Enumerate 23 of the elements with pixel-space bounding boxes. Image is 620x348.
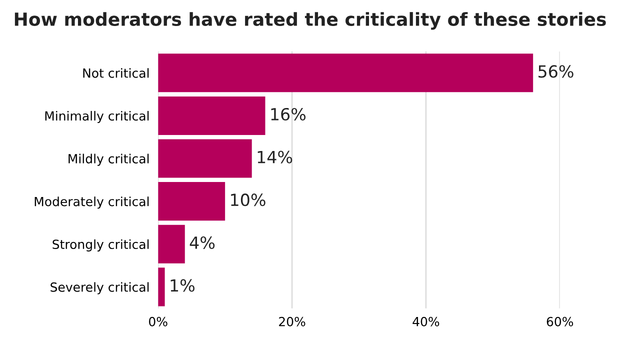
bar [158,224,185,264]
x-tick-label: 0% [149,316,168,326]
data-label: 16% [271,108,306,121]
x-tick-label: 20% [279,316,306,326]
y-tick-label: Severely critical [50,282,149,294]
data-label: 1% [170,279,194,292]
bar [158,268,165,306]
data-label: 4% [190,236,215,249]
y-tick-label: Not critical [83,68,149,78]
bar [158,96,266,135]
data-label: 56% [538,65,574,78]
x-tick-label: 40% [412,316,440,326]
y-tick-label: Mildly critical [68,154,149,166]
y-tick-label: Minimally critical [45,110,149,124]
data-label: 14% [258,150,292,164]
chart-title: How moderators have rated the criticality of these stories [14,12,606,30]
bar [158,182,226,221]
y-tick-label: Strongly critical [52,239,149,252]
bar [158,54,534,92]
x-tick-label: 60% [546,316,574,326]
y-tick-label: Moderately critical [34,196,149,209]
data-label: 10% [231,194,266,206]
bar [158,139,252,178]
